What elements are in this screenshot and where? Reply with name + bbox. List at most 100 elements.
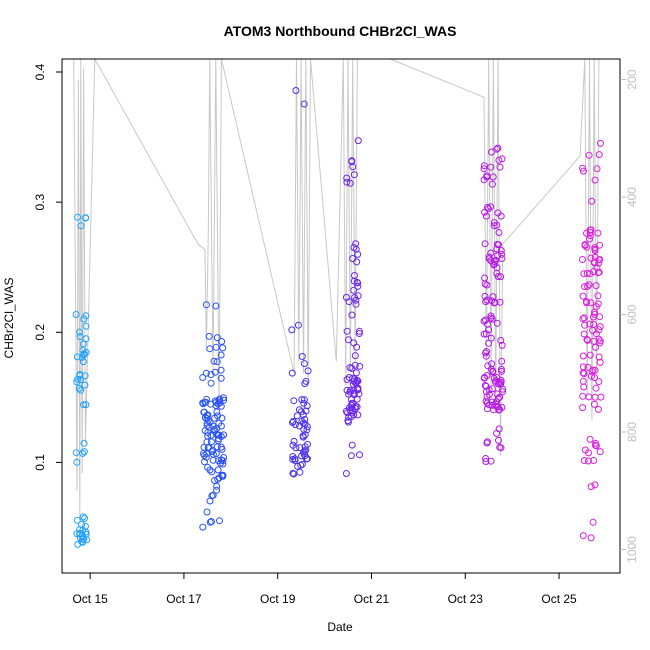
data-point: [219, 457, 227, 465]
data-point: [590, 258, 598, 266]
data-point: [214, 412, 221, 420]
data-point: [207, 379, 215, 387]
data-point: [303, 455, 311, 463]
data-point: [354, 282, 362, 290]
data-point: [480, 165, 488, 173]
data-point: [343, 376, 351, 384]
data-point: [350, 386, 358, 394]
x-axis-label: Date: [327, 620, 353, 634]
data-point: [200, 443, 208, 451]
data-point: [493, 245, 501, 253]
data-point: [289, 417, 297, 425]
y-tick-label: 0.2: [33, 324, 47, 341]
data-point: [81, 381, 89, 389]
data-point: [209, 422, 217, 430]
data-point: [218, 471, 226, 479]
data-point: [583, 243, 591, 251]
y-tick-label: 0.4: [33, 63, 47, 80]
right-tick-label: 600: [625, 304, 639, 324]
data-point: [487, 312, 495, 320]
data-point: [497, 444, 505, 452]
data-point: [586, 351, 594, 359]
data-point: [488, 385, 496, 393]
data-point: [299, 419, 307, 427]
data-point: [208, 492, 216, 500]
data-point: [586, 320, 594, 328]
data-point: [73, 530, 81, 538]
data-point: [80, 535, 88, 543]
data-point: [591, 366, 599, 374]
data-point: [596, 358, 604, 366]
data-point: [80, 448, 88, 456]
data-point: [483, 296, 491, 304]
x-tick-label: Oct 15: [72, 592, 108, 606]
data-point: [207, 518, 215, 525]
data-point: [348, 364, 356, 372]
data-point: [301, 447, 309, 455]
data-point: [591, 176, 599, 184]
data-point: [579, 352, 587, 360]
data-point: [579, 292, 587, 300]
data-point: [353, 258, 361, 266]
data-point: [351, 294, 359, 301]
data-point: [76, 328, 84, 336]
data-point: [354, 137, 362, 145]
data-point: [497, 212, 505, 220]
data-point: [289, 453, 297, 460]
data-point: [498, 367, 505, 375]
data-point: [581, 446, 589, 454]
data-point: [343, 174, 351, 182]
data-point: [496, 406, 504, 413]
data-point: [349, 255, 357, 262]
data-point: [346, 179, 354, 187]
data-point: [213, 358, 221, 366]
data-point: [77, 376, 85, 384]
data-point: [78, 353, 86, 361]
data-point: [591, 393, 599, 401]
data-point: [497, 365, 505, 373]
data-point: [481, 382, 489, 389]
data-point: [300, 100, 308, 108]
data-point: [351, 352, 359, 360]
data-point: [597, 393, 605, 401]
data-point: [595, 335, 603, 343]
data-point: [300, 360, 308, 368]
data-point: [73, 353, 81, 361]
data-point: [202, 453, 210, 461]
data-point: [580, 270, 588, 278]
data-point: [488, 398, 496, 406]
data-point: [481, 292, 489, 300]
data-point: [489, 367, 497, 375]
data-point: [82, 335, 90, 343]
data-point: [213, 486, 221, 494]
data-point: [498, 357, 506, 365]
data-point: [289, 469, 297, 477]
data-point: [73, 516, 81, 524]
data-point: [587, 299, 595, 307]
data-point: [482, 382, 490, 390]
data-point: [579, 315, 587, 323]
data-point: [583, 299, 591, 307]
data-point: [350, 286, 358, 294]
data-point: [301, 380, 309, 388]
data-point: [80, 439, 88, 447]
data-point: [354, 386, 362, 394]
data-point: [202, 369, 210, 377]
data-point: [488, 360, 496, 368]
data-point: [356, 362, 364, 370]
data-point: [482, 349, 490, 357]
data-point: [498, 341, 506, 349]
y-tick-label: 0.1: [33, 454, 47, 471]
data-point: [498, 155, 506, 163]
data-point: [292, 87, 300, 94]
data-point: [300, 396, 308, 404]
data-point: [219, 460, 227, 468]
x-axis: Oct 15 Oct 17 Oct 19 Oct 21 Oct 23 Oct 25: [72, 573, 577, 606]
data-point: [82, 214, 90, 222]
data-point: [597, 139, 604, 147]
data-point: [493, 374, 501, 381]
data-point: [586, 235, 593, 243]
data-point: [580, 314, 588, 322]
data-point: [585, 281, 593, 289]
data-point: [76, 530, 84, 538]
